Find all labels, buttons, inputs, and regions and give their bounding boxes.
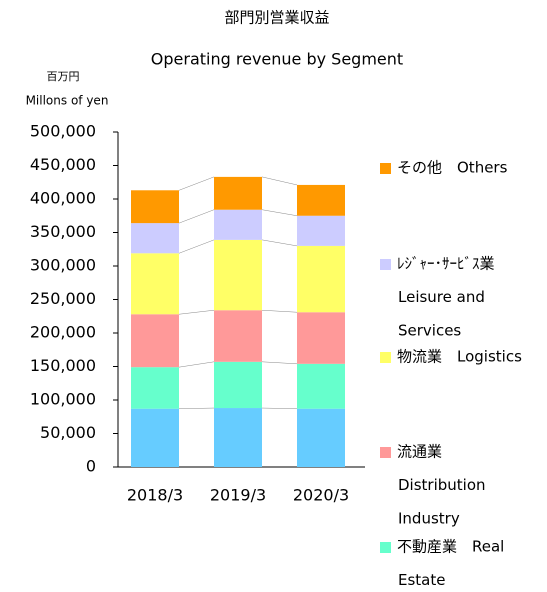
connector-line <box>261 309 298 313</box>
bar-segment <box>214 408 262 467</box>
legend-label: ﾚｼﾞｬｰ･ｻｰﾋﾞｽ業 <box>397 255 495 273</box>
y-tick-label: 250,000 <box>30 289 96 308</box>
connector-line <box>178 239 215 254</box>
bar-segment <box>214 361 262 409</box>
connector-line <box>261 407 298 409</box>
y-tick-label: 450,000 <box>30 155 96 174</box>
bar-segment <box>214 239 262 311</box>
legend-label: Distribution <box>398 476 486 494</box>
bar-segment <box>297 312 345 364</box>
connector-line <box>261 361 298 365</box>
connector-line <box>178 176 215 191</box>
legend-swatch <box>380 542 391 553</box>
legend-label: その他 Others <box>397 159 508 177</box>
legend-label: Leisure and <box>398 288 485 306</box>
bar-segment <box>131 190 179 224</box>
unit-label: 百万円 <box>47 70 80 83</box>
bar-segment <box>131 408 179 467</box>
bar-segment <box>214 209 262 240</box>
bar-segment <box>297 245 345 313</box>
legend-swatch <box>380 163 391 174</box>
connector-line <box>261 176 298 186</box>
legend-label: 流通業 <box>397 443 442 461</box>
y-tick-label: 100,000 <box>30 390 96 409</box>
unit-label: Millons of yen <box>26 94 109 108</box>
bar-segment <box>297 215 345 246</box>
connector-line <box>261 209 298 216</box>
bar-segment <box>131 253 179 315</box>
bar-segment <box>131 367 179 409</box>
y-tick-label: 500,000 <box>30 122 96 141</box>
connector-line <box>178 209 215 224</box>
x-tick-label: 2020/3 <box>293 486 349 505</box>
chart-title: 部門別営業収益 <box>224 9 329 27</box>
y-tick-label: 350,000 <box>30 222 96 241</box>
legend-swatch <box>380 447 391 458</box>
connector-line <box>178 309 215 315</box>
legend-label: Estate <box>398 571 445 589</box>
y-tick-label: 400,000 <box>30 189 96 208</box>
y-tick-label: 0 <box>86 457 96 476</box>
legend-swatch <box>380 352 391 363</box>
bar-segment <box>297 363 345 409</box>
y-tick-label: 200,000 <box>30 323 96 342</box>
legend-label: Services <box>398 322 461 340</box>
legend-label: 物流業 Logistics <box>397 348 522 366</box>
connector-line <box>178 407 215 409</box>
bar-segment <box>131 314 179 368</box>
legend-label: Industry <box>398 510 460 528</box>
chart-subtitle: Operating revenue by Segment <box>151 50 403 69</box>
y-tick-label: 300,000 <box>30 256 96 275</box>
bar-segment <box>214 310 262 362</box>
bar-segment <box>131 223 179 254</box>
y-tick-label: 50,000 <box>40 423 96 442</box>
x-tick-label: 2019/3 <box>210 486 266 505</box>
y-tick-label: 150,000 <box>30 356 96 375</box>
connector-line <box>178 361 215 368</box>
bar-segment <box>297 408 345 467</box>
x-tick-label: 2018/3 <box>127 486 183 505</box>
legend-swatch <box>380 259 391 270</box>
bar-segment <box>214 176 262 210</box>
legend-label: 不動産業 Real <box>397 538 504 556</box>
connector-line <box>261 239 298 247</box>
bar-segment <box>297 184 345 216</box>
